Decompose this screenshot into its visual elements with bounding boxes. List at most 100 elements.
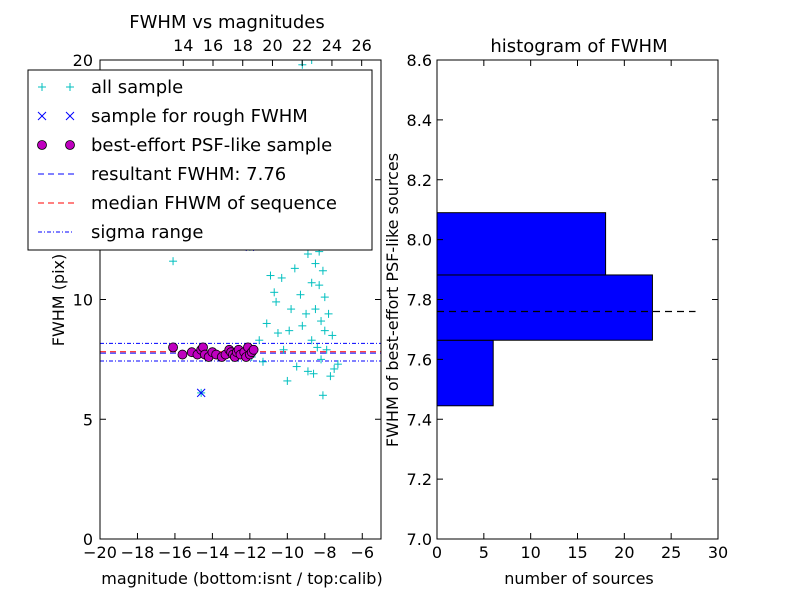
- all-sample-point: [169, 257, 178, 266]
- scatter-x-tick-label: −12: [233, 543, 267, 562]
- scatter-x-label: magnitude (bottom:isnt / top:calib): [101, 569, 382, 588]
- histogram-y-tick-label: 7.8: [407, 291, 432, 310]
- scatter-x-tick-label: −6: [350, 543, 374, 562]
- all-sample-point: [258, 357, 267, 366]
- histogram-panel: 0 5 10 15 20 25 307.07.27.47.67.88.08.28.48.6 …: [383, 36, 728, 588]
- all-sample-point: [307, 336, 316, 345]
- scatter-panel: −20−18−16−14−12−10−8−6051015201416182022…: [27, 12, 383, 588]
- scatter-x-tick-label: −18: [121, 543, 155, 562]
- all-sample-point: [255, 336, 264, 345]
- legend-circle-marker: [65, 140, 75, 150]
- histogram-bar: [436, 274, 653, 341]
- scatter-x-tick-label: −8: [313, 543, 337, 562]
- scatter-top-tick-label: 22: [292, 36, 312, 55]
- all-sample-point: [277, 273, 286, 282]
- rough-sample-point: [196, 388, 206, 398]
- scatter-top-tick-label: 14: [173, 36, 193, 55]
- histogram-bar: [436, 339, 494, 407]
- legend-x-marker: [37, 111, 47, 121]
- scatter-top-tick-label: 20: [262, 36, 282, 55]
- legend-x-marker-b: [65, 111, 75, 121]
- scatter-y-tick-label: 10: [73, 291, 93, 310]
- histogram-y-tick-label: 8.2: [407, 171, 432, 190]
- psf-sample-point: [248, 344, 259, 355]
- legend-plus-marker: [66, 83, 74, 91]
- all-sample-point: [320, 326, 329, 335]
- scatter-ticks: −20−18−16−14−12−10−8−6051015201416182022…: [73, 36, 381, 562]
- scatter-y-tick-label: 5: [83, 410, 93, 429]
- histogram-y-tick-label: 7.6: [407, 350, 432, 369]
- legend-entry-label: resultant FWHM: 7.76: [91, 164, 286, 185]
- all-sample-point: [279, 345, 288, 354]
- all-sample-point: [307, 60, 316, 64]
- all-sample-point: [290, 264, 299, 273]
- scatter-x-tick-label: −20: [83, 543, 117, 562]
- histogram-plot-area: [436, 212, 696, 407]
- all-sample-point: [283, 376, 292, 385]
- all-sample-point: [287, 305, 296, 314]
- histogram-ticks: 0 5 10 15 20 25 30 7.0 7.2 7.4 7.6 7.8 8.0 8.2 8.4 8.6: [407, 51, 729, 562]
- all-sample-point: [328, 331, 337, 340]
- histogram-y-tick-label: 7.4: [407, 410, 432, 429]
- rough-sample-point-b: [196, 388, 206, 398]
- histogram-x-tick-label: 30: [708, 543, 728, 562]
- all-sample-point: [320, 293, 329, 302]
- all-sample-point: [333, 360, 342, 369]
- all-sample-point: [262, 319, 271, 328]
- legend-x-marker: [65, 111, 75, 121]
- histogram-x-tick-label: 5: [479, 543, 489, 562]
- histogram-x-tick-label: 10: [520, 543, 540, 562]
- legend-entry-label: sigma range: [91, 222, 203, 243]
- scatter-y-tick-label: 0: [83, 530, 93, 549]
- legend-entry-label: sample for rough FWHM: [91, 106, 308, 127]
- all-sample-point: [309, 369, 318, 378]
- all-sample-point: [302, 309, 311, 318]
- all-sample-point: [318, 266, 327, 275]
- all-sample-point: [326, 372, 335, 381]
- all-sample-point: [322, 345, 331, 354]
- all-sample-point: [270, 288, 279, 297]
- legend-circle-marker: [37, 140, 47, 150]
- scatter-legend: all sample sample for rough FWHM best-effo…: [27, 69, 373, 251]
- scatter-y-label: FWHM (pix): [49, 254, 68, 347]
- all-sample-point: [311, 259, 320, 268]
- all-sample-point: [272, 297, 281, 306]
- legend-plus-marker: [38, 83, 46, 91]
- psf-sample-point: [168, 342, 178, 353]
- legend-entry-label: best-effort PSF-like sample: [91, 135, 332, 156]
- scatter-top-tick-label: 26: [351, 36, 371, 55]
- histogram-y-tick-label: 8.6: [407, 51, 432, 70]
- all-sample-point: [303, 249, 312, 258]
- scatter-x-tick-label: −10: [270, 543, 304, 562]
- scatter-x-tick-label: −16: [158, 543, 192, 562]
- all-sample-point: [303, 367, 312, 376]
- all-sample-point: [330, 364, 339, 373]
- all-sample-point: [317, 355, 326, 364]
- all-sample-point: [307, 278, 316, 287]
- all-sample-point: [313, 343, 322, 352]
- all-sample-point: [311, 305, 320, 314]
- legend-box: [27, 69, 373, 251]
- histogram-y-tick-label: 8.0: [407, 231, 432, 250]
- all-sample-point: [315, 281, 324, 290]
- all-sample-point: [292, 362, 301, 371]
- psf-sample-point: [177, 349, 188, 360]
- scatter-y-tick-label: 20: [73, 51, 93, 70]
- histogram-y-tick-label: 7.0: [407, 530, 432, 549]
- histogram-x-tick-label: 0: [432, 543, 442, 562]
- histogram-title: histogram of FWHM: [490, 36, 667, 57]
- scatter-plot-area: [100, 60, 381, 400]
- histogram-x-tick-label: 15: [567, 543, 587, 562]
- all-sample-point: [298, 321, 307, 330]
- all-sample-point: [285, 326, 294, 335]
- scatter-top-tick-label: 24: [322, 36, 342, 55]
- histogram-y-tick-label: 7.2: [407, 470, 432, 489]
- histogram-bar: [436, 212, 607, 276]
- scatter-x-tick-label: −14: [196, 543, 230, 562]
- histogram-x-tick-label: 25: [661, 543, 681, 562]
- scatter-top-tick-label: 18: [233, 36, 253, 55]
- legend-entry-label: median FHWM of sequence: [91, 193, 337, 214]
- all-sample-point: [324, 309, 333, 318]
- scatter-top-tick-label: 16: [203, 36, 223, 55]
